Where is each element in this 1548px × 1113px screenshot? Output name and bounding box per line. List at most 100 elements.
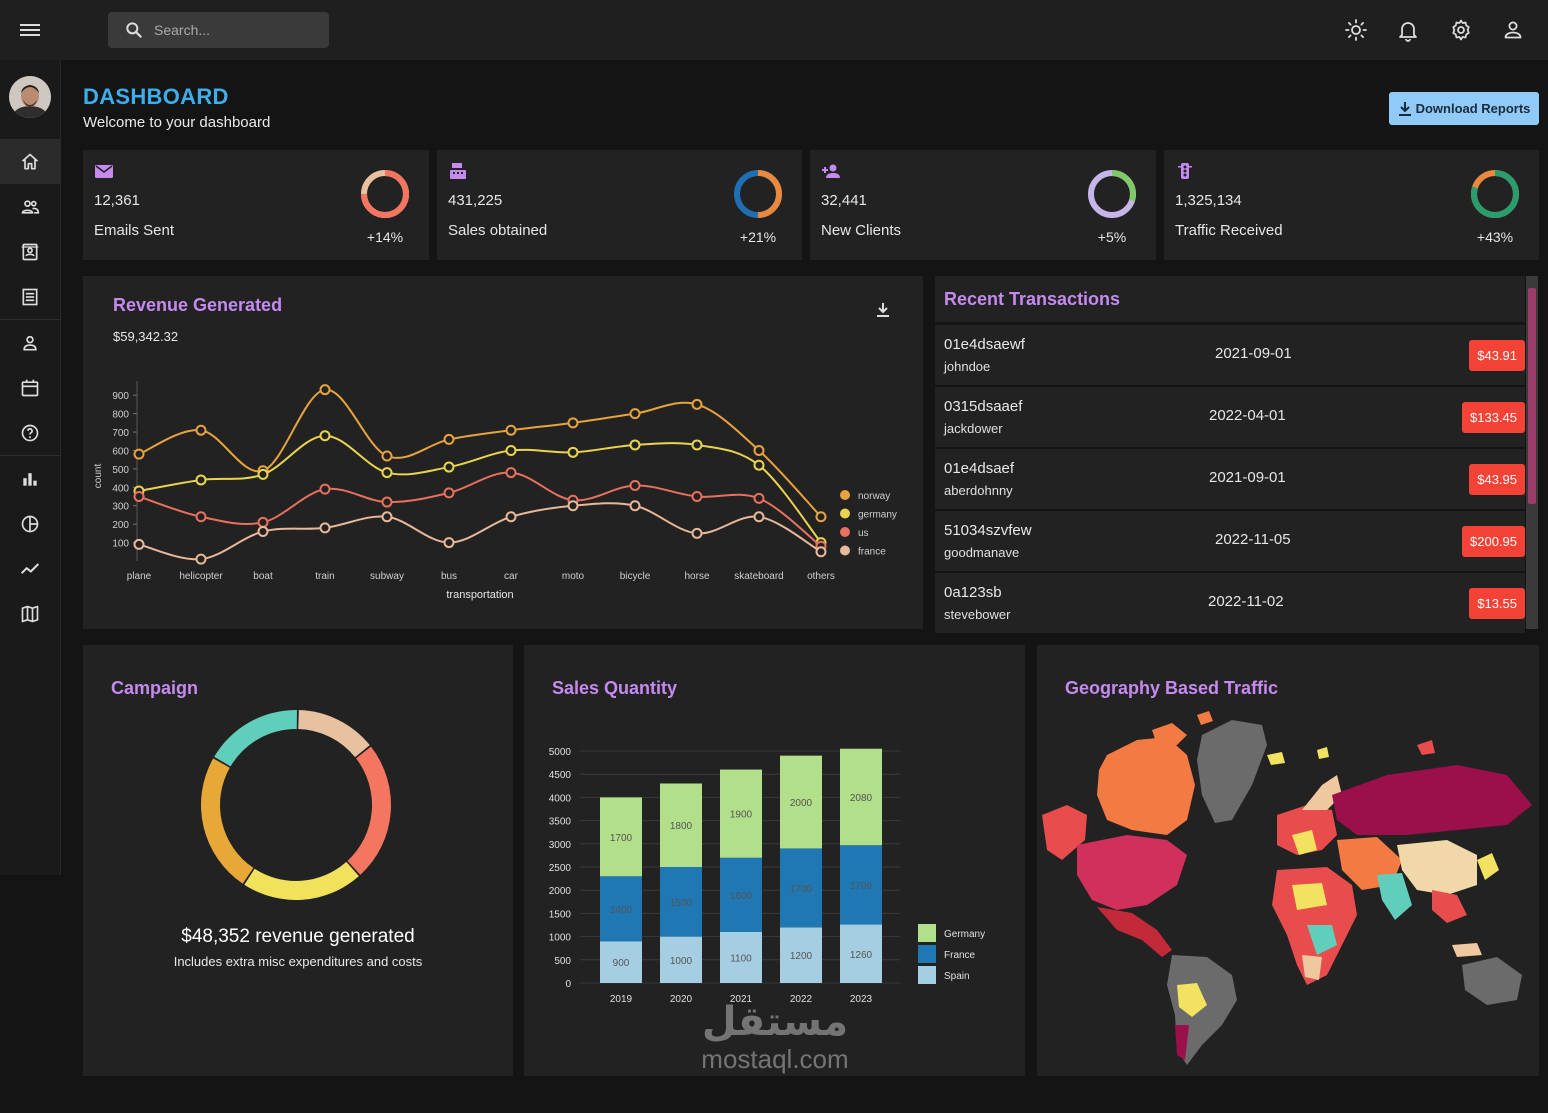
world-map[interactable]: [1037, 645, 1539, 1076]
sidebar-item-faq[interactable]: [0, 411, 60, 455]
stat-delta: +5%: [1097, 229, 1127, 245]
stat-card-clients: 32,441 New Clients +5%: [810, 150, 1156, 260]
sales-card: Sales Quantity 0 500 1000 1500 2000 2500 3000 3…: [524, 645, 1025, 1076]
sidebar-item-team[interactable]: [0, 185, 60, 229]
calendar-icon: [21, 379, 39, 397]
y-tick-label: 800: [112, 410, 129, 421]
search-input[interactable]: [154, 22, 314, 38]
bar-chart-icon: [23, 473, 37, 486]
sidebar-item-dashboard[interactable]: [0, 140, 60, 184]
mail-icon: [95, 165, 113, 178]
stat-value: 431,225: [448, 192, 503, 209]
transaction-row[interactable]: 01e4dsaef aberdohnny 2021-09-01 $43.95: [935, 449, 1525, 509]
data-point: [319, 483, 331, 495]
transactions-scrollbar[interactable]: [1526, 276, 1538, 629]
y-tick-label: 400: [112, 483, 129, 494]
bar-value-label: 900: [613, 958, 630, 969]
person-add-icon: [822, 164, 840, 178]
transaction-row[interactable]: 0315dsaaef jackdower 2022-04-01 $133.45: [935, 387, 1525, 447]
light-mode-icon[interactable]: [1344, 18, 1368, 42]
y-tick-label: 3500: [549, 817, 572, 828]
legend-swatch: [840, 527, 850, 537]
bar-segment-Spain: [600, 941, 642, 983]
sidebar-item-calendar[interactable]: [0, 366, 60, 410]
search-icon[interactable]: [124, 20, 144, 40]
sidebar-item-pie-chart[interactable]: [0, 502, 60, 546]
sidebar-item-invoices[interactable]: [0, 275, 60, 319]
donut-slice: [214, 710, 297, 767]
transaction-row[interactable]: 0a123sb stevebower 2022-11-02 $13.55: [935, 573, 1525, 633]
transaction-amount-badge: $43.91: [1469, 340, 1525, 371]
transaction-user: stevebower: [944, 607, 1011, 622]
user-icon[interactable]: [1501, 18, 1525, 42]
download-icon[interactable]: [873, 300, 893, 320]
download-reports-label: Download Reports: [1415, 101, 1531, 116]
x-tick-label: skateboard: [734, 571, 783, 582]
stat-delta: +43%: [1476, 229, 1514, 245]
data-point: [443, 433, 455, 445]
data-point: [567, 500, 579, 512]
data-point: [319, 384, 331, 396]
gear-icon[interactable]: [1449, 18, 1473, 42]
transaction-date: 2021-09-01: [1215, 345, 1292, 362]
y-tick-label: 200: [112, 520, 129, 531]
sidebar-item-geography[interactable]: [0, 592, 60, 636]
menu-icon[interactable]: [18, 20, 42, 40]
progress-ring: [734, 170, 782, 218]
transaction-date: 2022-11-02: [1208, 593, 1284, 610]
bar-value-label: 1900: [730, 810, 753, 821]
transaction-row[interactable]: 01e4dsaewf johndoe 2021-09-01 $43.91: [935, 325, 1525, 385]
legend-swatch: [918, 924, 936, 942]
sales-bar-chart: 0 500 1000 1500 2000 2500 3000 3500 4000 4500 5000…: [549, 747, 985, 1005]
bar-segment-Germany: [600, 797, 642, 877]
x-tick-label: horse: [684, 571, 709, 582]
geo-card: Geography Based Traffic: [1037, 645, 1539, 1076]
data-point: [443, 461, 455, 473]
transaction-row[interactable]: 51034szvfew goodmanave 2022-11-05 $200.95: [935, 511, 1525, 571]
transaction-user: johndoe: [944, 359, 991, 374]
avatar[interactable]: [9, 76, 51, 118]
transaction-user: aberdohnny: [944, 483, 1013, 498]
sidebar-item-bar-chart[interactable]: [0, 457, 60, 501]
bar-value-label: 1600: [730, 891, 753, 902]
transaction-amount-badge: $200.95: [1462, 526, 1525, 557]
donut-slice: [347, 746, 392, 875]
transaction-amount-badge: $13.55: [1469, 588, 1525, 619]
x-tick-label: train: [315, 571, 334, 582]
stat-label: New Clients: [821, 222, 902, 239]
transaction-id: 01e4dsaewf: [944, 336, 1025, 353]
search-bar: [108, 12, 329, 48]
transaction-amount-badge: $43.95: [1469, 464, 1525, 495]
sidebar-item-line-chart[interactable]: [0, 547, 60, 591]
y-tick-label: 600: [112, 446, 129, 457]
data-point: [443, 487, 455, 499]
sidebar-item-contacts[interactable]: [0, 230, 60, 274]
y-tick-label: 5000: [549, 747, 572, 758]
bell-icon[interactable]: [1396, 18, 1420, 42]
bar-segment-Germany: [660, 783, 702, 867]
y-tick-label: 900: [112, 391, 129, 402]
y-tick-label: 300: [112, 502, 129, 513]
legend-swatch: [840, 508, 850, 519]
progress-ring: [1471, 170, 1519, 218]
x-tick-label: plane: [127, 571, 152, 582]
data-point: [133, 538, 145, 550]
scrollbar-thumb[interactable]: [1528, 288, 1536, 504]
x-tick-label: 2023: [850, 994, 873, 1005]
bar-segment-France: [660, 867, 702, 937]
transaction-id: 01e4dsaef: [944, 460, 1015, 477]
pie-chart-icon: [21, 515, 39, 533]
x-tick-label: 2019: [610, 994, 633, 1005]
progress-ring: [361, 170, 409, 218]
revenue-title: Revenue Generated: [113, 295, 283, 315]
data-point: [195, 474, 207, 486]
y-tick-label: 0: [565, 979, 571, 990]
legend-label: germany: [858, 510, 897, 521]
campaign-card: Campaign: [83, 645, 513, 1076]
stat-card-sales: 431,225 Sales obtained +21%: [437, 150, 802, 260]
legend-label: Spain: [944, 971, 970, 982]
data-point: [753, 511, 765, 523]
download-reports-button[interactable]: Download Reports: [1389, 92, 1539, 125]
sidebar-item-profile[interactable]: [0, 321, 60, 365]
x-tick-label: 2022: [790, 994, 813, 1005]
